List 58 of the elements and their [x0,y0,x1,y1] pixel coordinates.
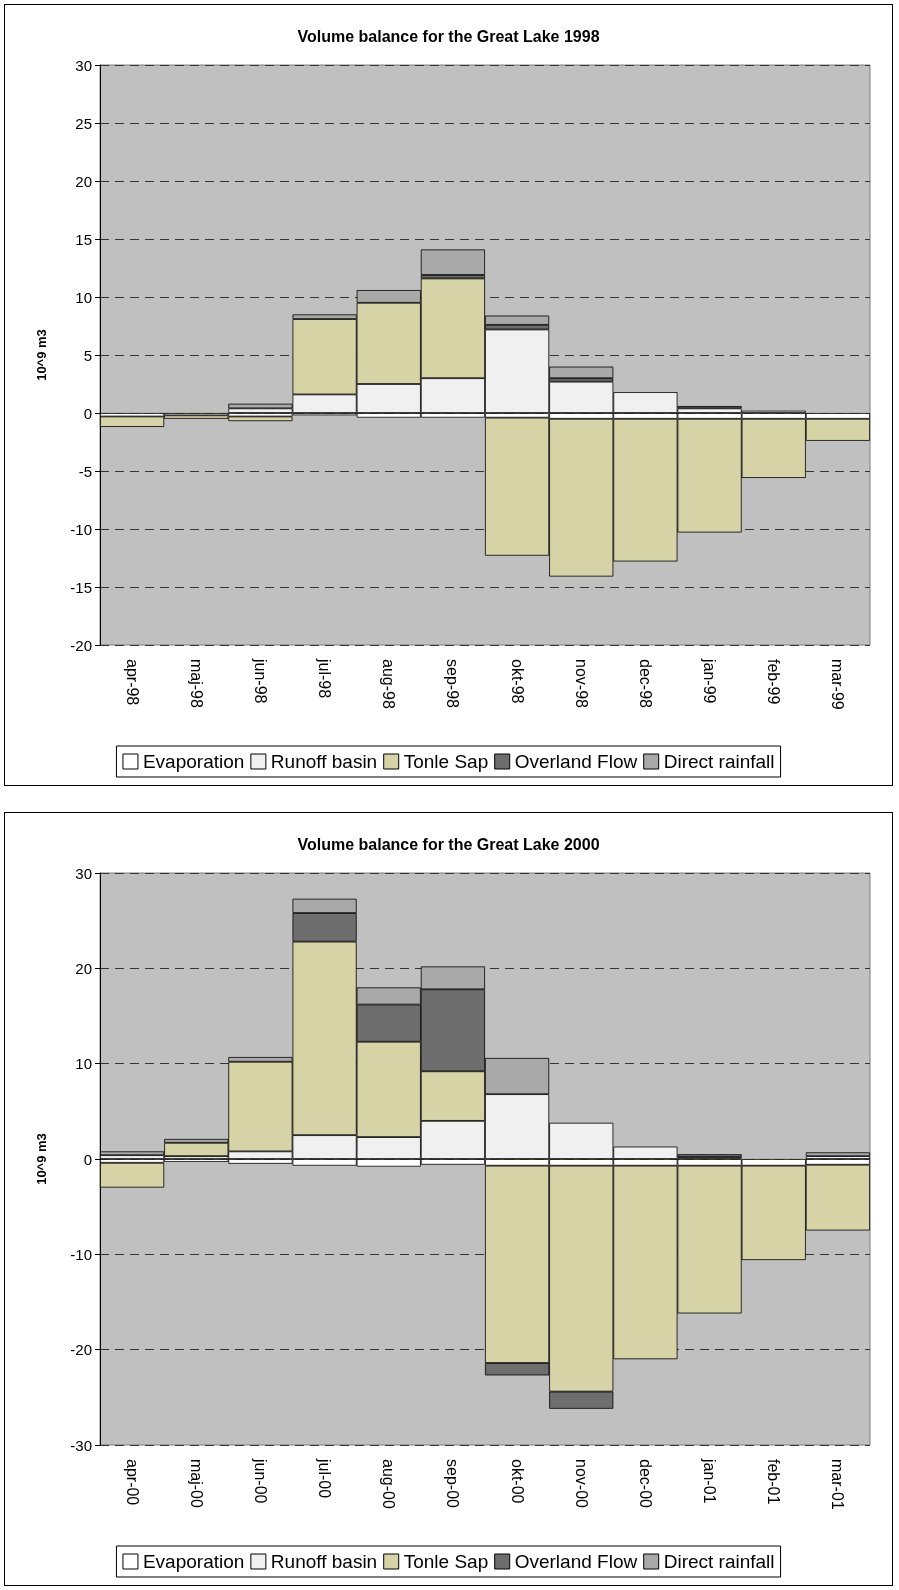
y-tick-label: -10 [70,1245,92,1263]
legend-label: Direct rainfall [663,751,775,772]
y-tick-label: 10 [75,1055,92,1073]
x-tick-label: dec-98 [636,659,654,709]
x-tick-label: aug-98 [380,659,398,709]
legend-label: Evaporation [142,1551,245,1572]
x-tick-label: nov-00 [572,1459,590,1509]
legend-label: Tonle Sap [403,1551,489,1572]
y-tick-label: -15 [70,578,92,596]
legend-label: Runoff basin [270,1551,378,1572]
y-tick-label: 0 [83,1150,92,1168]
y-tick-label: -20 [70,636,92,654]
x-tick-label: maj-00 [187,1459,205,1509]
x-tick-label: apr-00 [123,1459,141,1506]
x-tick-label: sep-00 [444,1459,462,1509]
y-tick-label: -20 [70,1341,92,1359]
x-tick-label: jun-00 [251,1458,269,1504]
x-tick-label: feb-99 [765,659,783,705]
x-tick-label: mar-01 [829,1459,847,1510]
x-tick-label: mar-99 [829,659,847,710]
y-axis-title: 10^9 m3 [34,329,49,381]
legend-label: Runoff basin [270,751,378,772]
y-tick-label: 20 [75,172,92,190]
y-tick-label: 30 [75,56,92,74]
x-tick-label: feb-01 [765,1459,783,1505]
legend-label: Direct rainfall [663,1551,775,1572]
y-axis-title: 10^9 m3 [34,1133,49,1185]
x-tick-label: okt-00 [508,1459,526,1504]
legend-label: Tonle Sap [403,751,489,772]
chart-title: Volume balance for the Great Lake 2000 [297,835,600,853]
x-tick-label: jan-01 [701,1458,719,1504]
y-tick-label: 25 [75,114,92,132]
y-tick-label: -30 [70,1436,92,1454]
y-tick-label: 10 [75,288,92,306]
x-tick-label: dec-00 [636,1459,654,1509]
legend-label: Overland Flow [514,1551,638,1572]
bar [420,249,485,275]
x-tick-label: jun-98 [251,658,269,704]
x-tick-label: aug-00 [380,1459,398,1509]
y-tick-label: -10 [70,520,92,538]
chart-title: Volume balance for the Great Lake 1998 [297,27,600,45]
y-tick-label: 0 [83,404,92,422]
x-tick-label: maj-98 [187,659,205,709]
legend-label: Evaporation [142,751,245,772]
x-tick-label: okt-98 [508,659,526,704]
bar [805,1152,870,1157]
x-tick-label: nov-98 [572,659,590,709]
y-tick-label: 15 [75,230,92,248]
x-tick-label: jul-00 [316,1458,334,1499]
legend-label: Overland Flow [514,751,638,772]
y-tick-label: 30 [75,864,92,882]
x-tick-label: sep-98 [444,659,462,709]
y-tick-label: 5 [83,346,92,364]
y-tick-label: -5 [78,462,92,480]
x-tick-label: apr-98 [123,659,141,706]
x-tick-label: jul-98 [316,658,334,699]
x-tick-label: jan-99 [701,658,719,704]
y-tick-label: 20 [75,959,92,977]
